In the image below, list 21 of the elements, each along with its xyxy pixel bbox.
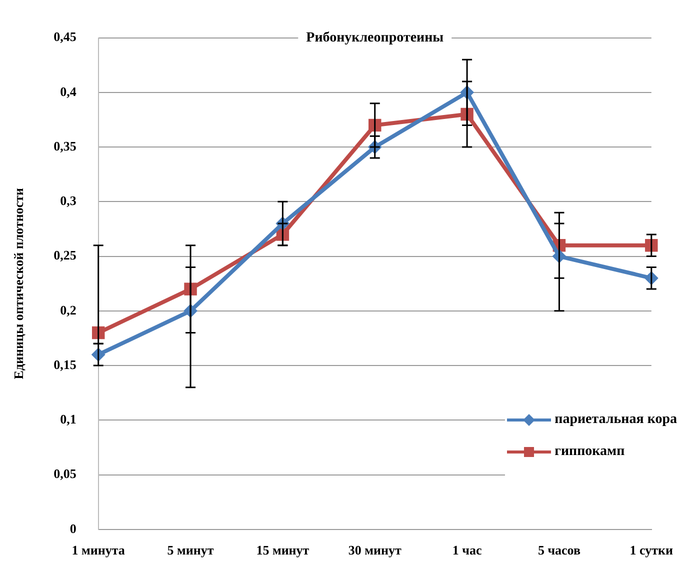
y-tick-label: 0,2 xyxy=(60,302,76,318)
y-axis-title: Единицы оптической плотности xyxy=(11,187,26,380)
y-tick-label: 0,25 xyxy=(54,248,77,263)
x-tick-label: 5 часов xyxy=(538,542,580,558)
x-tick-label: 5 минут xyxy=(167,542,214,558)
y-tick-label: 0,05 xyxy=(54,466,77,482)
y-tick-label: 0,3 xyxy=(60,193,77,208)
chart-title: Рибонуклеопротеины xyxy=(306,30,444,46)
legend-label: гиппокамп xyxy=(554,444,625,460)
y-tick-label: 0,1 xyxy=(60,412,76,427)
y-tick-label: 0,35 xyxy=(54,138,77,154)
y-tick-label: 0,45 xyxy=(54,29,77,44)
legend-label: париетальная кора xyxy=(554,412,677,428)
x-tick-label: 1 сутки xyxy=(630,542,674,558)
x-tick-label: 30 минут xyxy=(348,542,402,558)
x-tick-label: 15 минут xyxy=(256,542,310,558)
y-tick-label: 0,15 xyxy=(54,356,77,372)
y-tick-label: 0,4 xyxy=(60,84,77,99)
x-tick-label: 1 минута xyxy=(72,542,126,558)
x-tick-label: 1 час xyxy=(452,542,482,558)
y-tick-label: 0 xyxy=(70,520,76,536)
